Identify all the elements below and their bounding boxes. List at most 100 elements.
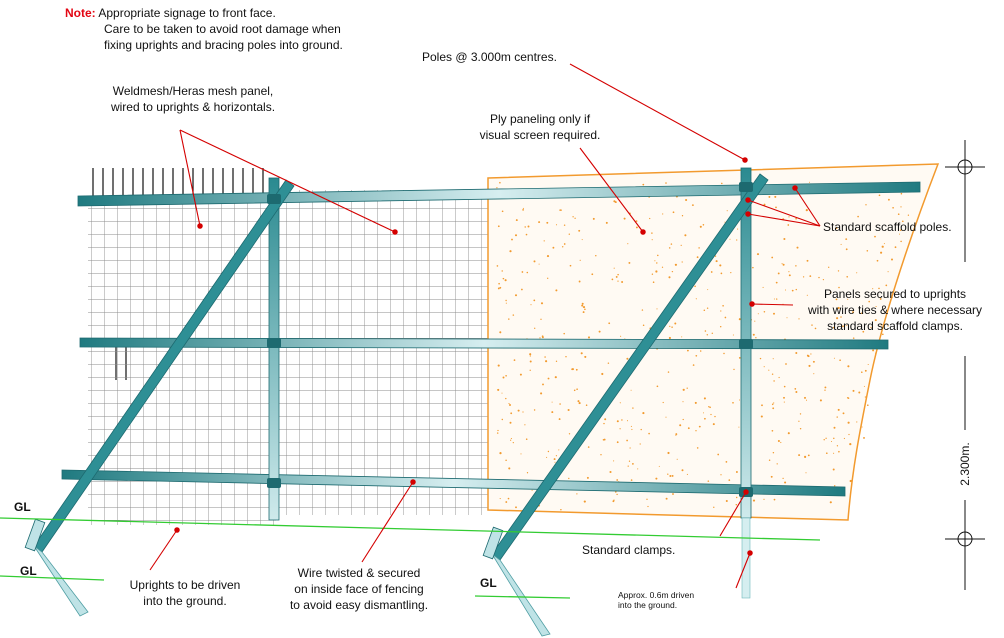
ply-dot — [568, 233, 570, 235]
ply-dot — [759, 357, 762, 360]
ply-dot — [529, 355, 531, 357]
ply-dot — [671, 474, 674, 477]
ply-dot — [825, 452, 828, 455]
ply-dot — [738, 426, 740, 428]
ply-dot — [735, 503, 738, 506]
ply-dot — [554, 376, 557, 379]
ply-dot — [496, 265, 499, 267]
ply-dot — [499, 286, 502, 289]
ply-dot — [783, 396, 785, 399]
ply-dot — [732, 401, 734, 404]
ply-dot — [712, 423, 715, 426]
ply-dot — [720, 272, 723, 275]
ply-dot — [508, 403, 510, 405]
ply-dot — [768, 195, 771, 198]
clamps — [267, 182, 753, 497]
ply-dot — [807, 355, 810, 358]
ply-dot — [858, 391, 861, 394]
ply-dot — [696, 447, 699, 449]
ply-dot — [692, 364, 695, 366]
ply-dot — [726, 210, 728, 212]
ply-dot — [791, 289, 794, 292]
ply-dot — [837, 408, 840, 411]
ply-dot — [543, 240, 545, 242]
ply-dot — [784, 481, 787, 484]
ply-dot — [525, 233, 528, 236]
ply-dot — [530, 304, 532, 306]
note-text-1: Appropriate signage to front face. — [98, 6, 276, 20]
ply-dot — [832, 326, 835, 329]
ply-dot — [505, 299, 507, 302]
ply-dot — [842, 325, 844, 328]
ply-dot — [617, 273, 619, 276]
ply-dot — [497, 429, 499, 432]
ply-dot — [585, 404, 588, 406]
ply-dot — [775, 206, 777, 209]
ply-dot — [887, 198, 890, 201]
ply-dot — [546, 255, 550, 258]
ply-dot — [671, 270, 674, 273]
ply-dot — [541, 335, 544, 338]
ply-dot — [813, 373, 815, 375]
ply-dot — [833, 452, 835, 454]
ply-dot — [630, 425, 632, 427]
ply-dot — [582, 311, 585, 314]
ply-dot — [616, 493, 618, 496]
ply-dot — [861, 371, 863, 373]
ply-dot — [719, 325, 722, 328]
ply-dot — [558, 449, 560, 451]
ply-dot — [786, 317, 788, 319]
ply-dot — [591, 273, 594, 276]
ply-dot — [632, 463, 634, 465]
ply-dot — [540, 302, 544, 305]
ply-dot — [840, 243, 842, 245]
ply-dot — [777, 272, 780, 275]
ply-dot — [553, 458, 556, 461]
ply-dot — [631, 428, 633, 431]
ply-dot — [901, 220, 904, 223]
ply-dot — [524, 424, 526, 426]
ply-dot — [875, 306, 877, 308]
ply-dot — [719, 264, 722, 267]
ply-dot — [768, 459, 771, 462]
ply-dot — [836, 317, 839, 320]
ply-dot — [787, 224, 790, 226]
ply-dot — [699, 225, 702, 228]
ply-dot — [819, 399, 822, 402]
ply-dot — [708, 406, 710, 408]
ply-dot — [824, 386, 827, 389]
ply-dot — [567, 408, 570, 412]
ply-dot — [603, 438, 606, 441]
ply-dot — [754, 320, 756, 322]
ply-dot — [540, 318, 542, 320]
ply-dot — [546, 221, 549, 224]
ply-dot — [587, 446, 590, 448]
ply-dot — [887, 271, 889, 273]
ply-dot — [681, 261, 683, 263]
ply-dot — [847, 397, 850, 399]
ply-dot — [782, 477, 784, 480]
ply-dot — [698, 247, 700, 249]
ply-dot — [837, 270, 840, 272]
ply-dot — [521, 288, 523, 291]
ply-dot — [703, 397, 706, 400]
bracing-poles — [24, 173, 769, 637]
ply-dot — [795, 288, 797, 291]
ply-dot — [547, 377, 550, 380]
ply-dot — [680, 244, 682, 246]
ply-dot — [695, 354, 698, 357]
ply-dot — [681, 469, 684, 472]
ply-dot — [587, 336, 591, 339]
ply-dot — [864, 396, 867, 398]
ply-dot — [641, 309, 644, 311]
wire-label-2: on inside face of fencing — [294, 582, 424, 596]
ply-dot — [852, 337, 855, 339]
ply-dot — [510, 439, 512, 441]
ply-dot — [828, 226, 830, 228]
ply-dot — [654, 260, 656, 262]
ply-dot — [771, 373, 774, 375]
ply-dot — [772, 358, 774, 360]
ply-dot — [505, 375, 507, 377]
ply-dot — [519, 373, 522, 376]
ply-dot — [540, 392, 543, 395]
